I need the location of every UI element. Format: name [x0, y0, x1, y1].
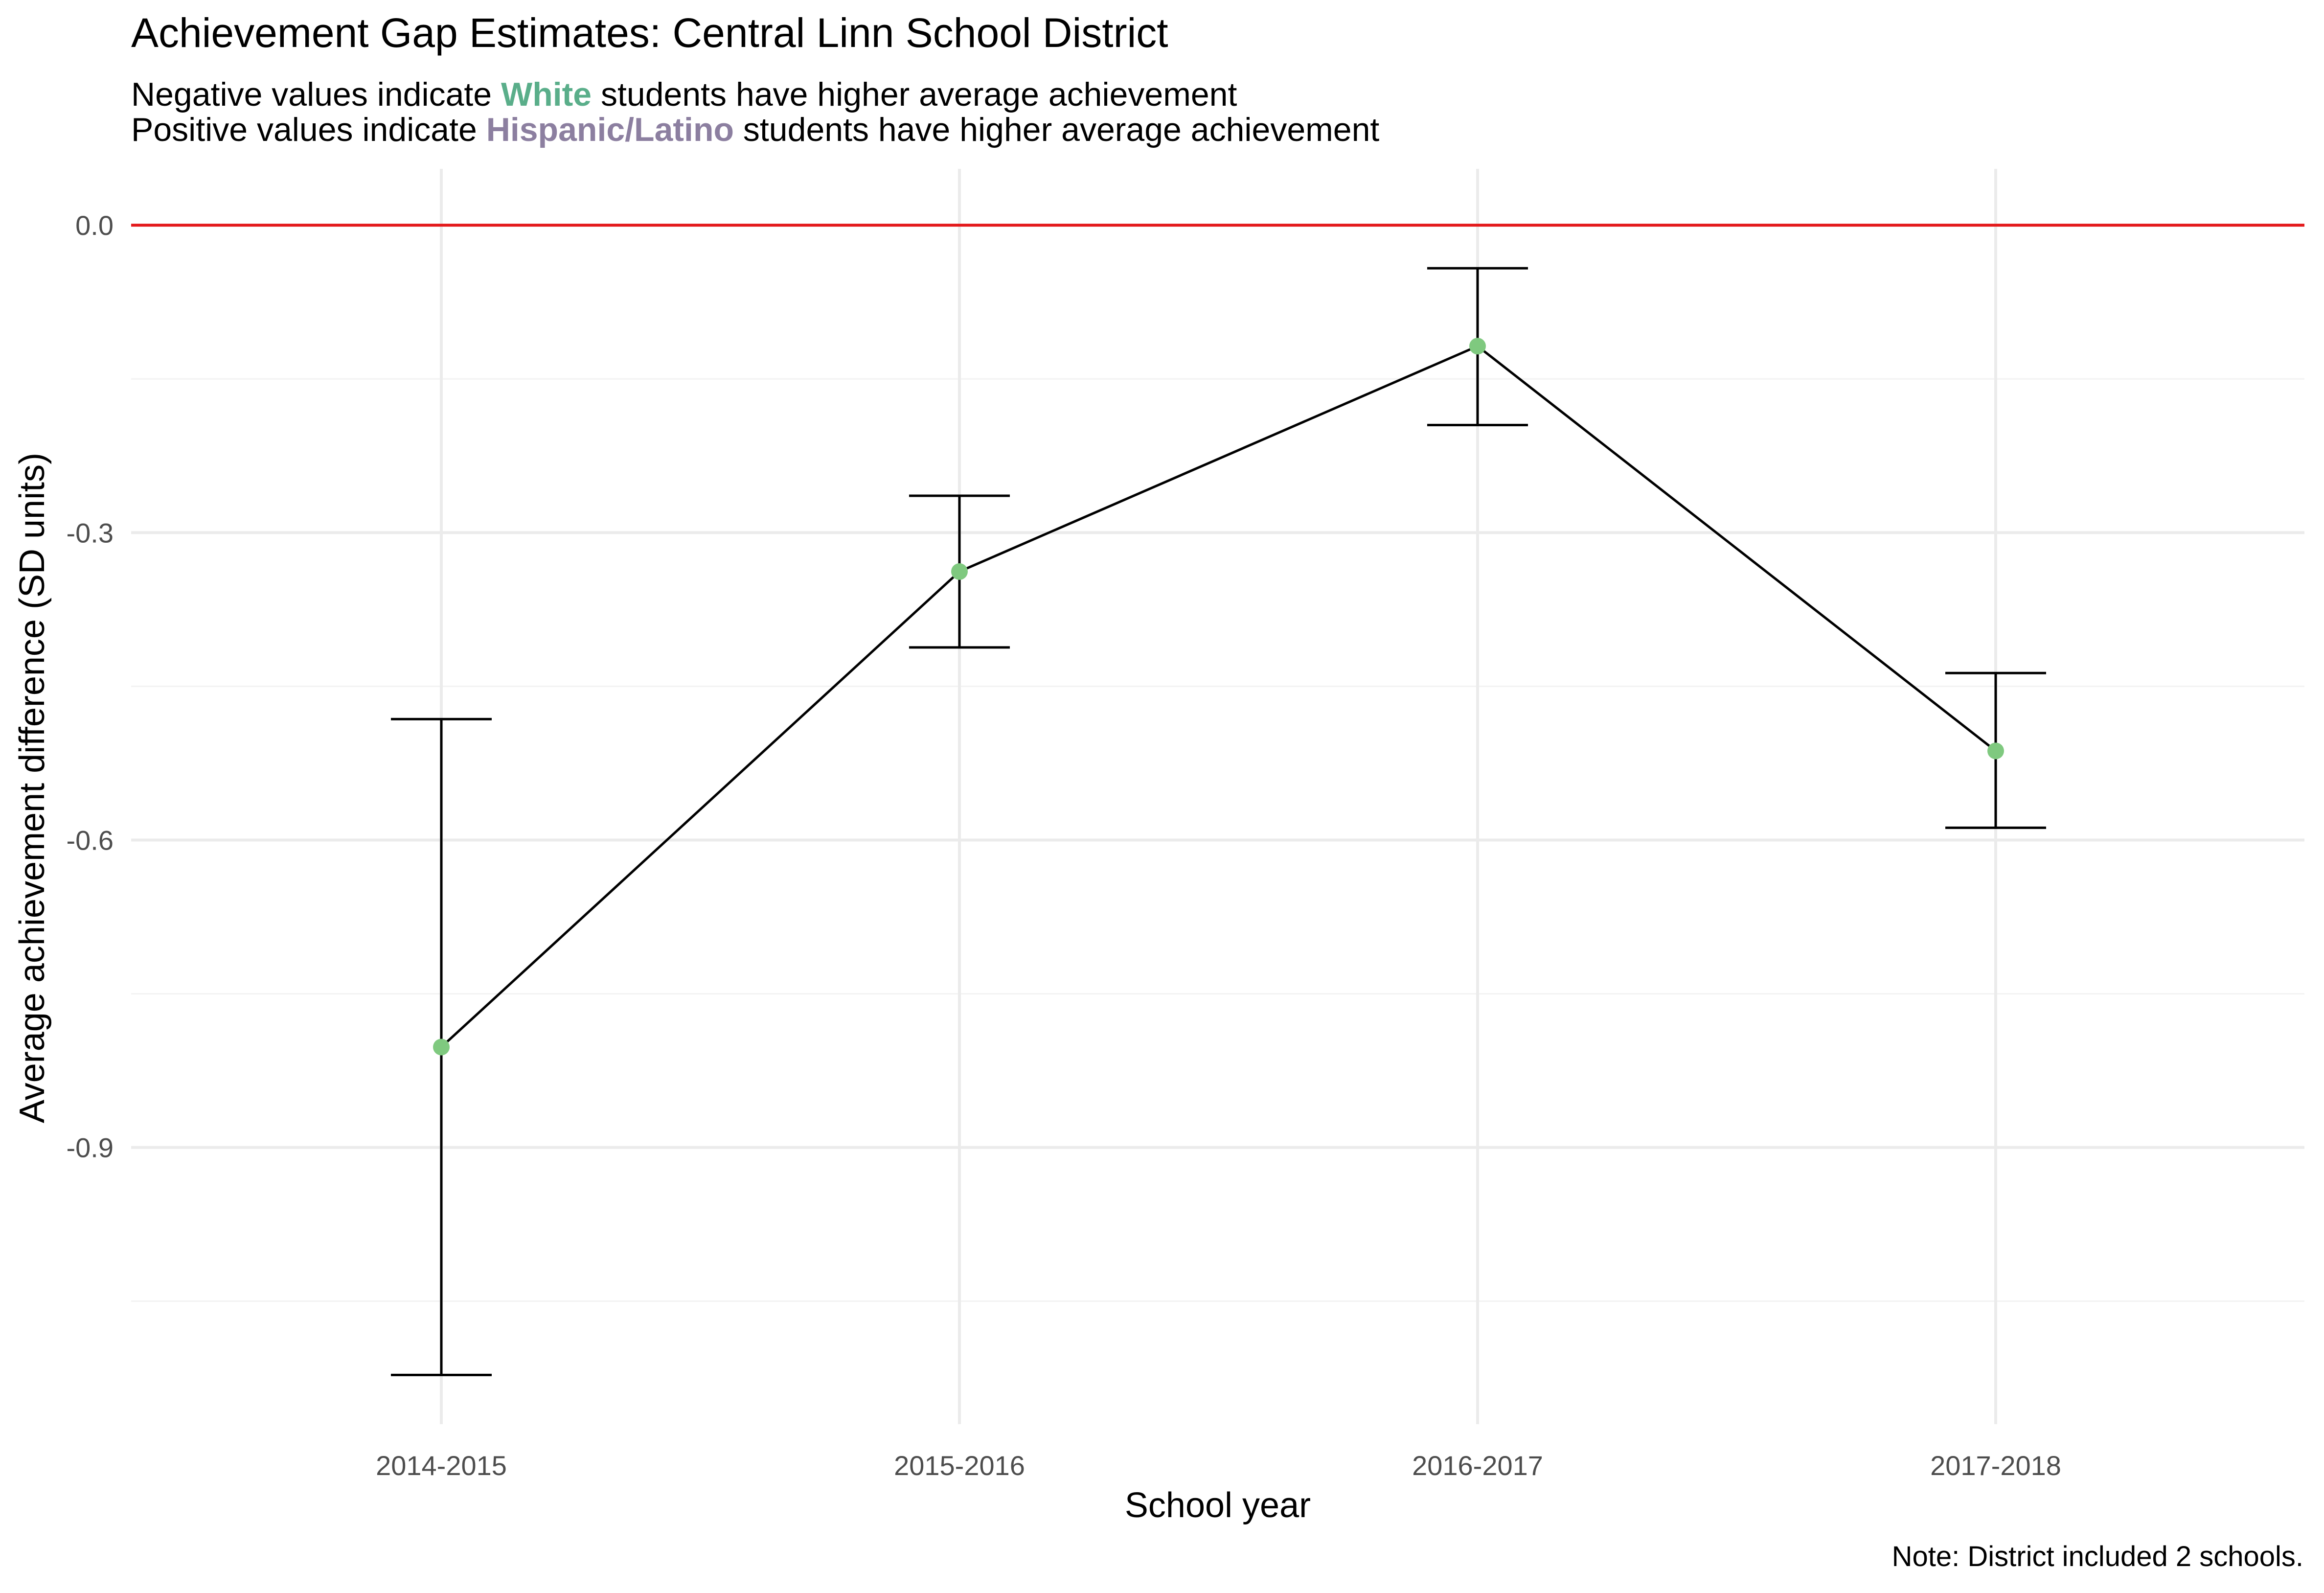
- subtitle-line-2: Positive values indicate Hispanic/Latino…: [131, 111, 1379, 148]
- grid-minor-lines: [131, 378, 2304, 1302]
- subtitle-line-1-suffix: students have higher average achievement: [592, 76, 1237, 113]
- x-axis-title: School year: [1125, 1486, 1311, 1525]
- data-point: [1987, 742, 2004, 760]
- chart-title: Achievement Gap Estimates: Central Linn …: [131, 10, 1168, 56]
- series-line-group: [440, 345, 1997, 1048]
- x-tick-label: 2014-2015: [376, 1450, 507, 1481]
- points-group: [433, 338, 2004, 1056]
- chart-caption: Note: District included 2 schools.: [1892, 1541, 2303, 1572]
- subtitle-white-highlight: White: [501, 76, 592, 113]
- y-tick-label: -0.3: [67, 517, 114, 548]
- subtitle-line-1-prefix: Negative values indicate: [131, 76, 501, 113]
- x-axis-tick-labels: 2014-2015 2015-2016 2016-2017 2017-2018: [376, 1450, 2061, 1481]
- subtitle-line-2-suffix: students have higher average achievement: [734, 111, 1379, 148]
- series-line: [440, 345, 1997, 1048]
- y-axis-tick-labels: 0.0 -0.3 -0.6 -0.9: [67, 210, 114, 1163]
- subtitle-line-1: Negative values indicate White students …: [131, 76, 1237, 113]
- data-point: [433, 1039, 450, 1056]
- y-tick-label: -0.6: [67, 825, 114, 855]
- x-tick-label: 2017-2018: [1930, 1450, 2061, 1481]
- data-point: [951, 563, 968, 580]
- y-axis-title: Average achievement difference (SD units…: [13, 453, 52, 1123]
- x-tick-label: 2016-2017: [1412, 1450, 1543, 1481]
- x-tick-label: 2015-2016: [894, 1450, 1025, 1481]
- subtitle-hispanic-latino-highlight: Hispanic/Latino: [486, 111, 734, 148]
- y-tick-label: -0.9: [67, 1132, 114, 1163]
- y-tick-label: 0.0: [75, 210, 114, 241]
- data-point: [1469, 338, 1486, 355]
- subtitle-line-2-prefix: Positive values indicate: [131, 111, 486, 148]
